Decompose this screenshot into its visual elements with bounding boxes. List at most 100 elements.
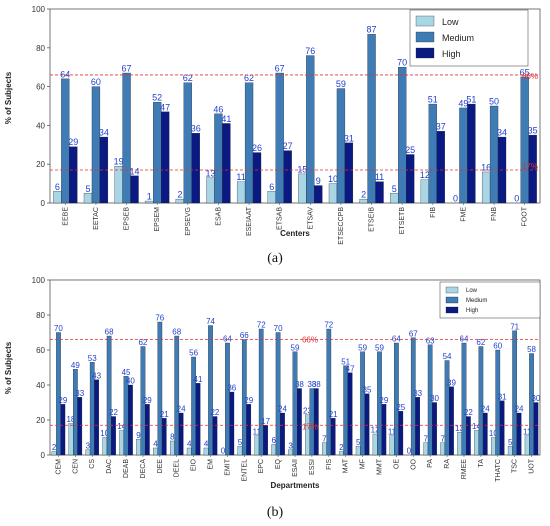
- bar-high: [77, 397, 83, 456]
- x-axis-label-departments: Departments: [271, 481, 320, 490]
- data-label: 33: [75, 389, 84, 398]
- reference-label: 66%: [522, 72, 538, 81]
- data-label: 0: [407, 447, 412, 456]
- bar-low: [203, 447, 209, 456]
- data-label: 12: [371, 426, 380, 435]
- bar-low: [474, 430, 479, 456]
- bar-high: [222, 123, 231, 204]
- reference-label: 17%: [522, 162, 538, 171]
- data-label: 11: [388, 427, 397, 436]
- data-label: 14: [117, 422, 126, 431]
- data-label: 68: [172, 328, 181, 337]
- x-tick-label: EMIT: [224, 458, 231, 475]
- bar-high: [406, 154, 415, 204]
- data-label: 53: [88, 354, 97, 363]
- x-tick-label: FNB: [491, 207, 498, 221]
- x-tick-label: EPC: [258, 459, 265, 473]
- data-label: 51: [428, 95, 438, 105]
- data-label: 40: [126, 377, 135, 386]
- bar-medium: [360, 351, 365, 456]
- data-label: 0: [453, 194, 458, 204]
- data-label: 64: [223, 335, 232, 344]
- data-label: 54: [443, 352, 452, 361]
- data-label: 70: [54, 324, 63, 333]
- bar-high: [499, 400, 505, 456]
- bar-high: [528, 134, 537, 204]
- bar-high: [178, 412, 184, 456]
- bar-medium: [336, 88, 346, 204]
- legend-swatch: [445, 286, 459, 294]
- bar-high: [467, 103, 476, 204]
- data-label: 10: [328, 174, 338, 184]
- data-label: 60: [493, 342, 502, 351]
- bar-high: [314, 185, 323, 204]
- data-label: 36: [227, 384, 236, 393]
- x-tick-label: ETSEIB: [369, 207, 376, 232]
- bar-high: [229, 391, 235, 456]
- bar-low: [175, 198, 184, 204]
- x-tick-label: PA: [427, 459, 434, 468]
- bar-low: [491, 437, 496, 456]
- data-label: 30: [430, 394, 439, 403]
- y-tick-label: 40: [36, 381, 45, 390]
- x-tick-label: MAT: [343, 458, 350, 473]
- bar-high: [482, 412, 488, 456]
- bar-low: [440, 442, 446, 456]
- bar-low: [305, 414, 310, 456]
- bar-high: [313, 388, 319, 456]
- bar-medium: [91, 86, 101, 204]
- data-label: 66: [240, 331, 249, 340]
- bar-low: [507, 446, 513, 456]
- bar-medium: [106, 335, 112, 456]
- bar-high: [128, 384, 133, 456]
- y-tick-label: 80: [36, 311, 45, 320]
- bar-low: [102, 437, 108, 456]
- x-tick-label: ETSAV: [307, 207, 314, 230]
- data-label: 59: [336, 79, 346, 89]
- bar-high: [263, 425, 268, 456]
- bar-low: [457, 432, 462, 456]
- data-label: 47: [160, 102, 170, 112]
- bar-high: [144, 404, 150, 456]
- x-tick-label: TSC: [512, 459, 519, 473]
- data-label: 70: [274, 324, 283, 333]
- y-tick-label: 100: [32, 276, 46, 285]
- x-tick-label: EPSEVG: [185, 207, 192, 236]
- bar-low: [389, 435, 395, 456]
- bar-low: [169, 440, 175, 456]
- data-label: 13: [455, 424, 464, 433]
- plot-frame: [49, 8, 541, 204]
- caption-a: (a): [267, 251, 283, 266]
- legend-entry: High: [442, 49, 461, 59]
- bar-high: [161, 418, 167, 456]
- data-label: 11: [523, 427, 532, 436]
- data-label: 6: [55, 182, 60, 192]
- bar-low: [390, 193, 399, 204]
- bar-high: [130, 175, 139, 204]
- data-label: 64: [460, 335, 469, 344]
- data-label: 5: [85, 184, 90, 194]
- x-tick-label: EQ: [275, 458, 282, 469]
- data-label: 3: [86, 441, 91, 450]
- data-label: 65: [520, 67, 530, 77]
- bar-medium: [183, 82, 192, 204]
- bar-high: [297, 388, 302, 456]
- data-label: 7: [424, 434, 429, 443]
- data-label: 18: [66, 415, 75, 424]
- data-label: 41: [221, 114, 231, 124]
- x-tick-label: RMEE: [461, 459, 468, 480]
- data-label: 67: [122, 64, 132, 74]
- bar-medium: [123, 376, 129, 456]
- bar-medium: [489, 105, 499, 204]
- bar-low: [186, 447, 192, 456]
- data-label: 87: [367, 25, 377, 35]
- data-label: 31: [344, 133, 354, 143]
- data-label: 29: [379, 396, 388, 405]
- bar-high: [415, 397, 421, 456]
- data-label: 10: [100, 429, 109, 438]
- bar-low: [51, 451, 57, 456]
- bar-low: [85, 449, 91, 456]
- data-label: 26: [252, 143, 262, 153]
- x-tick-label: EETAC: [93, 207, 100, 230]
- data-label: 56: [189, 349, 198, 358]
